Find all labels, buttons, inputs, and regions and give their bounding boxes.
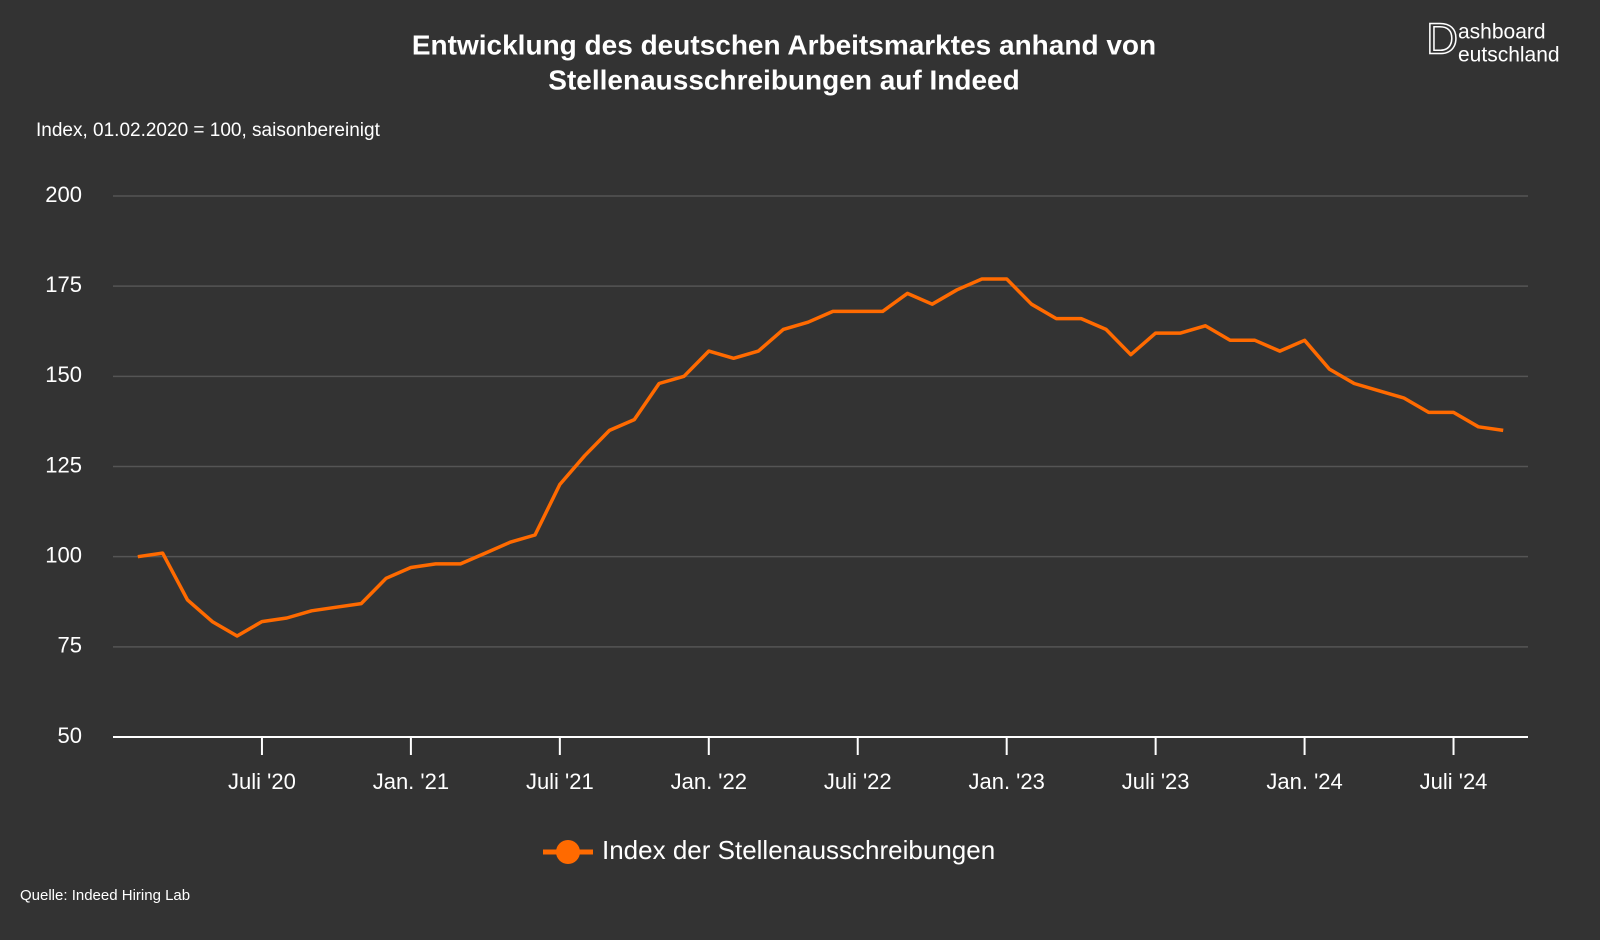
logo-initial: D	[1426, 15, 1458, 64]
y-tick-label: 175	[45, 272, 82, 297]
y-tick-label: 50	[58, 723, 82, 748]
logo-text: eutschland	[1458, 44, 1560, 67]
legend-marker	[556, 840, 580, 864]
y-tick-label: 200	[45, 182, 82, 207]
x-tick-label: Juli '20	[228, 769, 296, 794]
chart-title: Stellenausschreibungen auf Indeed	[548, 64, 1019, 95]
legend-label: Index der Stellenausschreibungen	[602, 835, 995, 865]
x-tick-label: Jan. '22	[671, 769, 747, 794]
x-tick-label: Juli '23	[1122, 769, 1190, 794]
chart-title: Entwicklung des deutschen Arbeitsmarktes…	[412, 29, 1156, 60]
x-tick-label: Jan. '21	[373, 769, 449, 794]
y-tick-label: 100	[45, 542, 82, 567]
subtitle: Index, 01.02.2020 = 100, saisonbereinigt	[36, 120, 381, 141]
y-tick-label: 75	[58, 633, 82, 658]
x-tick-label: Jan. '24	[1266, 769, 1342, 794]
y-tick-label: 125	[45, 452, 82, 477]
x-tick-label: Juli '22	[824, 769, 892, 794]
x-tick-label: Jan. '23	[968, 769, 1044, 794]
y-tick-label: 150	[45, 362, 82, 387]
data-line	[137, 277, 1504, 638]
source: Quelle: Indeed Hiring Lab	[20, 887, 190, 904]
x-tick-label: Juli '24	[1420, 769, 1488, 794]
x-tick-label: Juli '21	[526, 769, 594, 794]
logo-text: ashboard	[1458, 21, 1546, 44]
